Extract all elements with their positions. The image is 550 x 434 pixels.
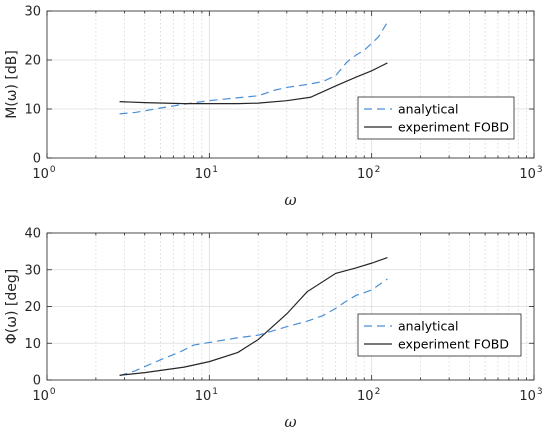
x-tick-label: 101 (195, 165, 218, 182)
x-tick-label: 100 (32, 165, 56, 182)
y-tick-label: 30 (24, 263, 41, 278)
x-tick-label: 101 (195, 387, 218, 404)
y-tick-label: 10 (24, 337, 41, 352)
x-tick-label: 103 (519, 165, 542, 182)
x-tick-label: 103 (519, 387, 542, 404)
y-tick-label: 0 (33, 374, 41, 389)
legend-label: experiment FOBD (398, 337, 509, 352)
series-line-experiment-fobd (119, 62, 388, 105)
y-tick-label: 0 (33, 152, 41, 167)
y-tick-label: 20 (24, 54, 41, 69)
y-tick-label: 30 (24, 5, 41, 20)
y-tick-label: 40 (24, 227, 41, 242)
y-axis-label: Φ(ω) [deg] (4, 269, 20, 344)
y-axis-label: M(ω) [dB] (4, 50, 20, 119)
x-tick-label: 100 (32, 387, 56, 404)
series-line-analytical (119, 21, 388, 115)
series-line-analytical (119, 278, 388, 377)
legend-label: analytical (398, 102, 459, 117)
legend-label: analytical (398, 319, 459, 334)
x-tick-label: 102 (357, 165, 380, 182)
top-magnitude-panel: 100 101 102 103 0 10 20 30 ω M(ω) [dB] analytical e… (4, 5, 543, 210)
bottom-phase-panel: 100 101 102 103 0 10 20 30 40 ω Φ(ω) [deg] analytic… (4, 227, 543, 432)
x-axis-label: ω (284, 413, 296, 431)
legend-box (357, 96, 515, 140)
y-tick-label: 10 (24, 103, 41, 118)
legend-label: experiment FOBD (398, 120, 509, 135)
x-tick-label: 102 (357, 387, 380, 404)
y-tick-label: 20 (24, 300, 41, 315)
x-axis-label: ω (284, 191, 296, 209)
legend-box (357, 313, 522, 357)
axes-box (46, 10, 535, 159)
series-line-experiment-fobd (119, 257, 388, 376)
